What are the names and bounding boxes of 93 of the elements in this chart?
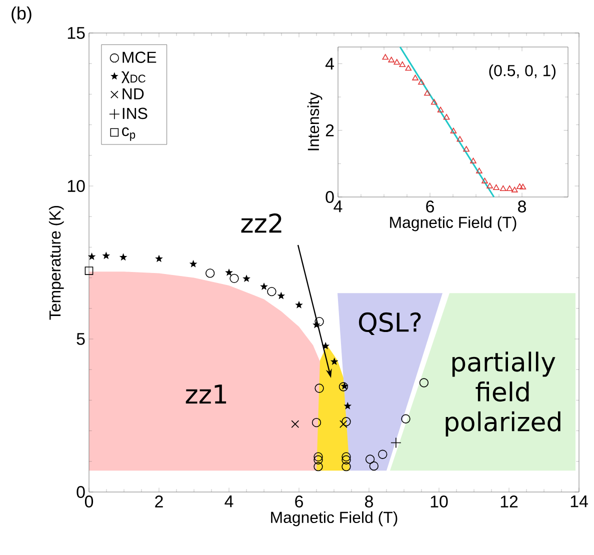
annotation: zz1	[186, 384, 226, 404]
point	[278, 292, 284, 299]
legend-label: c$_{p}$	[122, 127, 136, 141]
point	[314, 462, 323, 472]
point	[493, 184, 500, 190]
point	[401, 414, 410, 424]
point	[120, 254, 127, 260]
point	[365, 454, 375, 464]
x-tick-label: 4	[334, 200, 342, 212]
point	[419, 378, 429, 388]
point	[506, 185, 513, 191]
point	[342, 455, 351, 464]
y-tick-label: 0	[326, 191, 334, 203]
y-tick-label: 2	[326, 124, 334, 136]
x-tick-label: 10	[430, 496, 448, 508]
point	[342, 452, 351, 462]
point	[341, 382, 348, 389]
point	[486, 182, 493, 188]
y-tick-label: 5	[76, 333, 85, 345]
point	[296, 302, 302, 308]
point	[314, 316, 324, 326]
point	[322, 342, 329, 349]
point	[260, 283, 268, 290]
y-axis-title: Temperature (K)	[48, 206, 64, 320]
point	[314, 455, 323, 464]
x-tick-label: 8	[518, 200, 526, 213]
point	[399, 61, 406, 67]
legend-label: INS	[122, 108, 148, 120]
point	[418, 79, 424, 85]
point	[314, 452, 323, 462]
x-tick-label: 0	[84, 496, 94, 508]
point	[230, 274, 239, 283]
point	[102, 252, 110, 259]
point	[450, 128, 457, 134]
point	[500, 185, 506, 191]
x-tick-label: 6	[426, 200, 434, 213]
point	[206, 268, 215, 278]
point	[378, 450, 388, 459]
y-tick-label: 15	[68, 27, 85, 39]
x-tick-label: 6	[295, 496, 303, 508]
x-tick-label: 14	[570, 496, 588, 508]
point	[437, 106, 444, 112]
point	[405, 65, 412, 71]
point	[84, 266, 94, 275]
point	[291, 420, 300, 428]
legend-label: MCE	[122, 52, 156, 63]
point	[456, 136, 464, 142]
y-axis-title: Intensity	[307, 92, 322, 150]
point	[516, 183, 523, 189]
point	[88, 253, 96, 260]
point	[412, 74, 418, 80]
point	[443, 114, 450, 120]
point	[314, 384, 324, 393]
point	[476, 168, 482, 174]
point	[388, 56, 395, 62]
y-tick-label: 4	[325, 58, 334, 70]
point	[190, 260, 197, 267]
annotation: (0.5, 0, 1)	[489, 64, 556, 80]
point	[470, 158, 476, 164]
annotation: partially field polarized	[446, 352, 560, 437]
x-tick-label: 12	[500, 496, 518, 508]
point	[342, 462, 351, 472]
x-axis-title: Magnetic Field (T)	[271, 511, 398, 526]
point	[482, 178, 488, 184]
point	[342, 417, 351, 426]
point	[340, 420, 348, 428]
point	[463, 146, 470, 152]
point	[520, 184, 526, 190]
point	[511, 186, 518, 192]
point	[331, 358, 338, 364]
point	[430, 99, 438, 105]
legend-label: χ$_{DC}$	[122, 71, 146, 84]
point	[312, 418, 322, 428]
x-tick-label: 8	[365, 496, 373, 508]
annotation: QSL?	[358, 312, 421, 335]
point	[226, 269, 232, 276]
point	[390, 437, 402, 448]
point	[267, 286, 276, 296]
y-tick-label: 0	[76, 486, 85, 498]
point	[156, 255, 162, 262]
text: (b)	[12, 6, 32, 24]
annotation: zz2	[241, 213, 282, 233]
x-axis-title: Magnetic Field (T)	[390, 216, 516, 232]
x-tick-label: 2	[155, 496, 163, 508]
x-tick-label: 4	[224, 496, 234, 508]
legend-label: ND	[122, 88, 144, 100]
point	[243, 275, 250, 282]
point	[394, 59, 400, 65]
point	[424, 90, 430, 96]
y-tick-label: 10	[68, 180, 85, 192]
point	[382, 54, 389, 60]
point	[369, 461, 378, 471]
point	[344, 402, 351, 409]
